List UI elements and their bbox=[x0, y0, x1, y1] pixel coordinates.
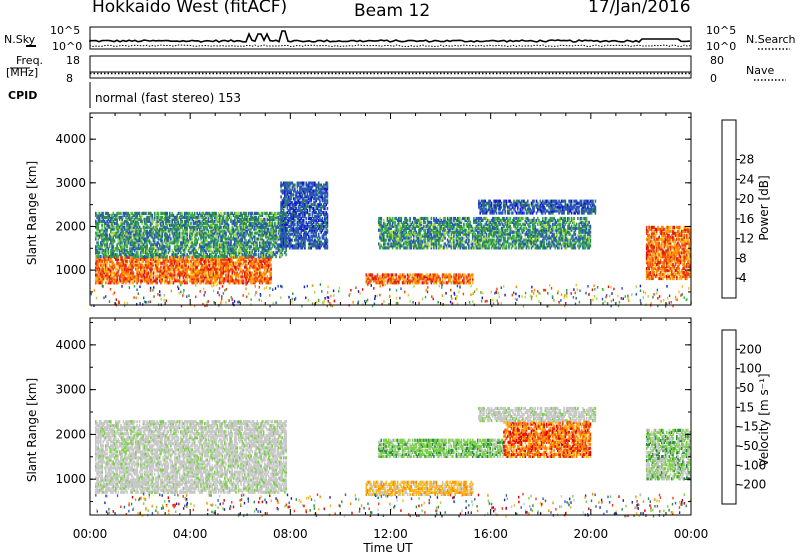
nsearch-hi-tick: 10^5 bbox=[706, 24, 737, 37]
nsky-label: N.Sky bbox=[4, 33, 36, 46]
velocity-colorbar-tick: 200 bbox=[739, 342, 762, 356]
power-echo-region bbox=[365, 273, 474, 285]
velocity-colorbar-tick: -100 bbox=[739, 458, 766, 472]
freq-nave-panel bbox=[10, 55, 786, 81]
power-colorbar-tick: 12 bbox=[739, 232, 754, 246]
xtick-label: 20:00 bbox=[574, 527, 609, 541]
power-panel: 1000 2000 3000 4000 bbox=[55, 112, 692, 308]
xtick-label: 12:00 bbox=[373, 527, 408, 541]
nsky-nsearch-panel bbox=[26, 26, 790, 50]
power-echo-region bbox=[378, 216, 592, 250]
power-echo-region bbox=[645, 225, 692, 281]
xtick-label: 08:00 bbox=[273, 527, 308, 541]
cpid-label: CPID bbox=[8, 89, 38, 102]
beam-label: Beam 12 bbox=[354, 1, 431, 21]
xtick-label: 16:00 bbox=[473, 527, 508, 541]
xtick-label: 00:00 bbox=[73, 527, 108, 541]
nsky-hi-tick: 10^5 bbox=[50, 24, 81, 37]
velocity-colorbar-tick: 50 bbox=[739, 381, 754, 395]
nave-label: Nave bbox=[746, 64, 775, 77]
velocity-colorbar-tick: -15 bbox=[739, 420, 759, 434]
nsky-lo-tick: 10^0 bbox=[52, 40, 83, 53]
power-colorbar-label: Power [dB] bbox=[757, 175, 771, 240]
velocity-panel: 1000 2000 3000 4000 bbox=[55, 317, 692, 518]
freq-unit: [MHz] bbox=[6, 66, 39, 79]
velocity-ytick-label: 4000 bbox=[55, 338, 86, 352]
velocity-colorbar-tick: 15 bbox=[739, 400, 754, 414]
power-ytick-label: 3000 bbox=[55, 176, 86, 190]
nsearch-lo-tick: 10^0 bbox=[706, 40, 737, 53]
velocity-noise bbox=[95, 492, 692, 518]
velocity-echo-region bbox=[478, 406, 597, 423]
power-colorbar-tick: 28 bbox=[739, 153, 754, 167]
velocity-echo-region bbox=[365, 480, 474, 496]
nsearch-trace bbox=[89, 44, 691, 48]
velocity-ylabel: Slant Range [km] bbox=[25, 378, 39, 482]
power-colorbar-tick: 24 bbox=[739, 172, 754, 186]
velocity-colorbar-tick: -200 bbox=[739, 478, 766, 492]
date-label: 17/Jan/2016 bbox=[588, 0, 691, 17]
power-ylabel: Slant Range [km] bbox=[25, 161, 39, 265]
nsky-trace bbox=[89, 30, 691, 43]
xtick-label: 00:00 bbox=[674, 527, 709, 541]
power-colorbar-tick: 16 bbox=[739, 212, 754, 226]
nave-lo-tick: 0 bbox=[710, 72, 717, 85]
power-colorbar: 4 8 12 16 20 24 28 bbox=[721, 119, 754, 299]
velocity-colorbar-tick: -50 bbox=[739, 439, 759, 453]
nave-hi-tick: 80 bbox=[710, 54, 724, 67]
freq-lo-tick: 8 bbox=[66, 72, 73, 85]
power-echo-region bbox=[478, 199, 597, 215]
velocity-ytick-label: 1000 bbox=[55, 472, 86, 486]
velocity-echo-region bbox=[95, 420, 287, 494]
power-colorbar-tick: 20 bbox=[739, 192, 754, 206]
power-echo-region bbox=[95, 255, 272, 285]
velocity-echo-region bbox=[378, 438, 504, 458]
power-ytick-label: 2000 bbox=[55, 219, 86, 233]
cpid-value: normal (fast stereo) 153 bbox=[95, 91, 242, 105]
xtick-label: 04:00 bbox=[173, 527, 208, 541]
velocity-colorbar: 200 100 50 15 -15 -50 -100 -200 bbox=[721, 329, 766, 505]
nsearch-label: N.Search bbox=[746, 33, 796, 46]
power-colorbar-tick: 4 bbox=[739, 271, 747, 285]
xlabel: Time UT bbox=[362, 541, 413, 554]
station-title: Hokkaido West (fitACF) bbox=[92, 0, 288, 17]
freq-label: Freq. bbox=[16, 54, 44, 67]
velocity-ytick-label: 2000 bbox=[55, 427, 86, 441]
power-ytick-label: 4000 bbox=[55, 132, 86, 146]
power-echo-region bbox=[280, 181, 329, 250]
velocity-colorbar-label: Velocity [m s⁻¹] bbox=[757, 373, 771, 466]
power-ytick-label: 1000 bbox=[55, 263, 86, 277]
power-colorbar-tick: 8 bbox=[739, 251, 747, 265]
velocity-ytick-label: 3000 bbox=[55, 383, 86, 397]
velocity-colorbar-tick: 100 bbox=[739, 362, 762, 376]
freq-hi-tick: 18 bbox=[66, 54, 80, 67]
